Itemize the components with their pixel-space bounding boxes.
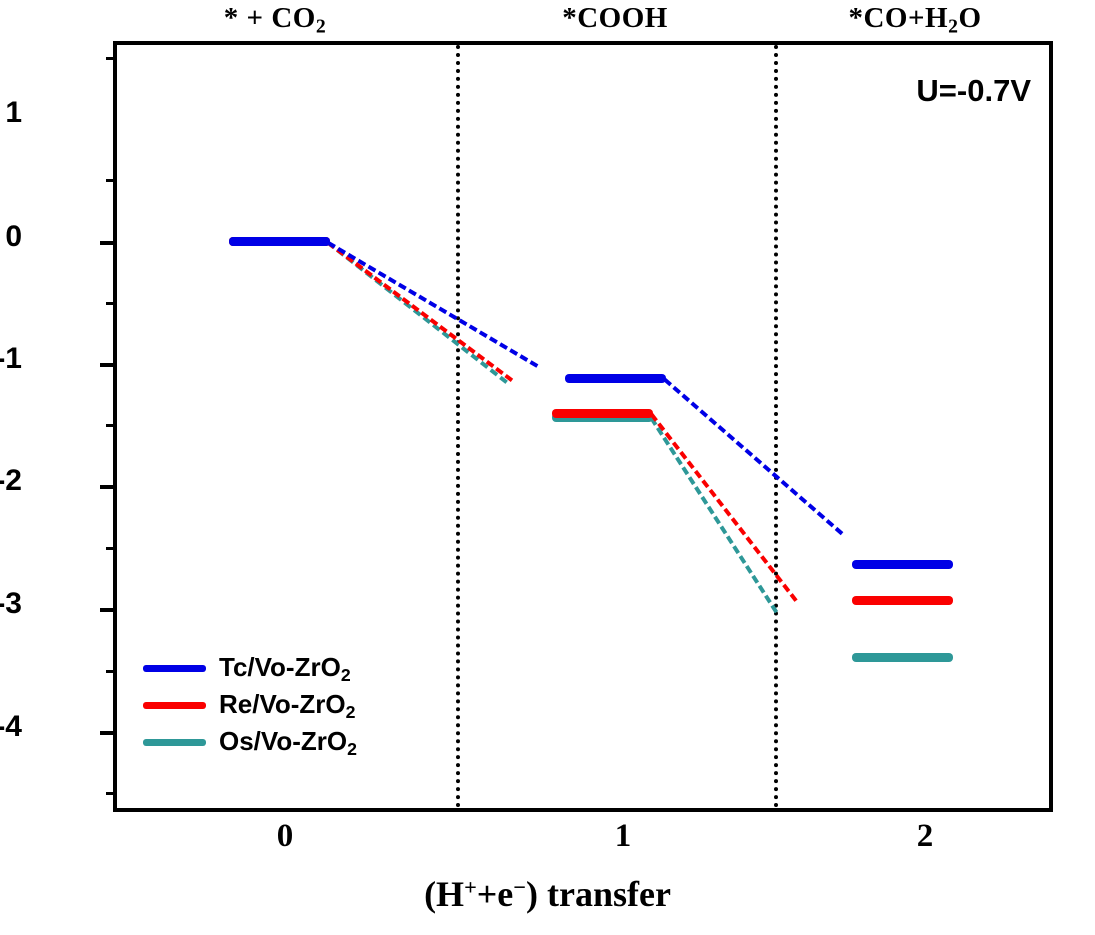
x-axis-title-sup1: +: [464, 874, 477, 900]
x-axis-title-sup2: −: [513, 874, 526, 900]
applied-potential-annotation: U=-0.7V: [916, 73, 1031, 108]
state-label-initial-sub: 2: [315, 15, 327, 38]
y-tick-label-0: 0: [5, 220, 22, 253]
x-axis-title-pre: (H: [424, 874, 465, 914]
level-os-step-2: [852, 653, 953, 662]
y-tick-label--4: -4: [0, 710, 22, 743]
connector-os-1-2: [649, 417, 779, 614]
state-divider-1: [456, 45, 460, 808]
legend-swatch-tc: [143, 665, 206, 672]
y-tick-label--2: -2: [0, 464, 22, 497]
y-tick-label-1: 1: [5, 96, 22, 129]
y-tick--4: [100, 731, 117, 735]
y-tick-minor-2: [106, 179, 117, 182]
state-label-cooh-text: *COOH: [562, 2, 668, 34]
y-tick-minor-1: [106, 57, 117, 60]
state-label-co-sub: 2: [948, 15, 959, 38]
legend-label-os: Os/Vo-ZrO2: [219, 725, 357, 759]
plot-area: U=-0.7V Tc/Vo-ZrO2: [100, 41, 1053, 812]
x-axis-title-mid: +e: [476, 874, 514, 914]
level-tc-step-0: [229, 237, 330, 246]
state-label-co-post: O: [958, 2, 982, 34]
legend-swatch-os: [143, 739, 206, 746]
x-axis-title-post: ) transfer: [526, 874, 671, 914]
x-tick-label-0: 0: [276, 818, 294, 854]
state-divider-2: [774, 45, 778, 808]
x-axis-title: (H++e−) transfer: [0, 873, 1095, 915]
x-tick-label-1: 1: [614, 818, 632, 854]
state-label-initial-text: * + CO: [223, 2, 316, 34]
y-tick-label--3: -3: [0, 587, 22, 620]
legend: Tc/Vo-ZrO2 Re/Vo-ZrO2 Os/Vo-ZrO2: [143, 650, 357, 761]
y-tick-minor-4: [106, 424, 117, 427]
y-tick-label--1: -1: [0, 342, 22, 375]
legend-item-tc[interactable]: Tc/Vo-ZrO2: [143, 650, 357, 687]
legend-label-tc: Tc/Vo-ZrO2: [219, 651, 351, 685]
y-tick-minor-3: [106, 302, 117, 305]
state-label-co-h2o: *CO+H2O: [795, 2, 1035, 39]
legend-label-re: Re/Vo-ZrO2: [219, 688, 356, 722]
y-tick-minor-5: [106, 547, 117, 550]
y-tick-minor-7: [106, 792, 117, 795]
legend-item-os[interactable]: Os/Vo-ZrO2: [143, 724, 357, 761]
level-re-step-2: [852, 596, 953, 605]
level-tc-step-2: [852, 560, 953, 569]
x-tick-label-2: 2: [916, 818, 934, 854]
connector-tc-1-2: [663, 378, 844, 536]
state-label-initial: * + CO2: [155, 2, 395, 39]
y-tick--3: [100, 608, 117, 612]
connector-tc-0-1: [326, 241, 539, 368]
y-tick--1: [100, 363, 117, 367]
legend-item-re[interactable]: Re/Vo-ZrO2: [143, 687, 357, 724]
level-tc-step-1: [565, 374, 666, 383]
y-tick-0: [100, 241, 117, 245]
legend-swatch-re: [143, 702, 206, 709]
level-re-step-1: [552, 409, 653, 418]
state-label-co-text: *CO+H: [848, 2, 949, 34]
y-tick-minor-6: [106, 670, 117, 673]
state-label-cooh: *COOH: [495, 2, 735, 35]
y-tick--2: [100, 485, 117, 489]
